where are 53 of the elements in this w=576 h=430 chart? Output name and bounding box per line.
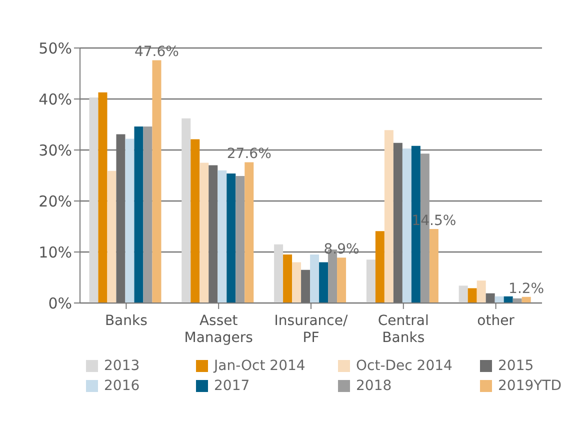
bar: [504, 296, 513, 303]
bar: [125, 138, 134, 303]
bar: [218, 170, 227, 303]
y-tick-label: 40%: [38, 90, 72, 108]
data-label: 1.2%: [508, 280, 544, 297]
x-tick-label: Banks: [104, 313, 148, 329]
bar: [89, 97, 98, 303]
y-tick-label: 0%: [48, 294, 72, 312]
x-tick-label: Insurance/ PF: [274, 313, 348, 346]
bar: [236, 176, 245, 303]
legend-label: Oct-Dec 2014: [356, 358, 452, 374]
bar: [429, 229, 438, 303]
bar: [310, 254, 320, 303]
bar: [319, 262, 328, 303]
bar: [375, 231, 384, 303]
legend-label: Jan-Oct 2014: [214, 358, 306, 374]
y-tick-label: 20%: [38, 192, 72, 210]
legend-label: 2016: [104, 378, 140, 394]
bar: [458, 286, 468, 303]
bar: [190, 139, 200, 303]
data-label: 27.6%: [226, 146, 272, 162]
bar: [283, 254, 292, 303]
legend-label: 2017: [214, 378, 250, 394]
bar: [274, 244, 284, 303]
x-tick-label: Central Banks: [378, 313, 429, 346]
y-tick-label: 10%: [38, 243, 72, 262]
bar: [200, 162, 209, 303]
x-tick-label: other: [477, 313, 515, 329]
bar: [384, 130, 394, 303]
bar: [292, 262, 302, 303]
bar: [134, 126, 144, 303]
bar: [402, 148, 412, 303]
bar: [98, 92, 108, 303]
legend-label: 2015: [498, 358, 534, 374]
bar: [366, 260, 376, 303]
bar: [337, 258, 346, 303]
y-tick-label: 30%: [38, 141, 72, 160]
bar: [244, 162, 254, 303]
legend-label: 2018: [356, 378, 392, 394]
bar: [522, 296, 531, 303]
y-tick-label: 50%: [38, 39, 72, 58]
legend-label: 2019YTD: [498, 378, 562, 394]
bar: [152, 60, 162, 303]
bar: [494, 296, 504, 303]
x-tick-label: Asset Managers: [184, 313, 253, 346]
bar: [468, 288, 477, 303]
bar: [182, 118, 191, 303]
legend-label: 2013: [104, 358, 140, 374]
bar: [476, 280, 486, 303]
bar: [107, 170, 116, 303]
data-label: 47.6%: [134, 44, 179, 60]
bar: [226, 173, 236, 303]
bar: [143, 126, 152, 303]
